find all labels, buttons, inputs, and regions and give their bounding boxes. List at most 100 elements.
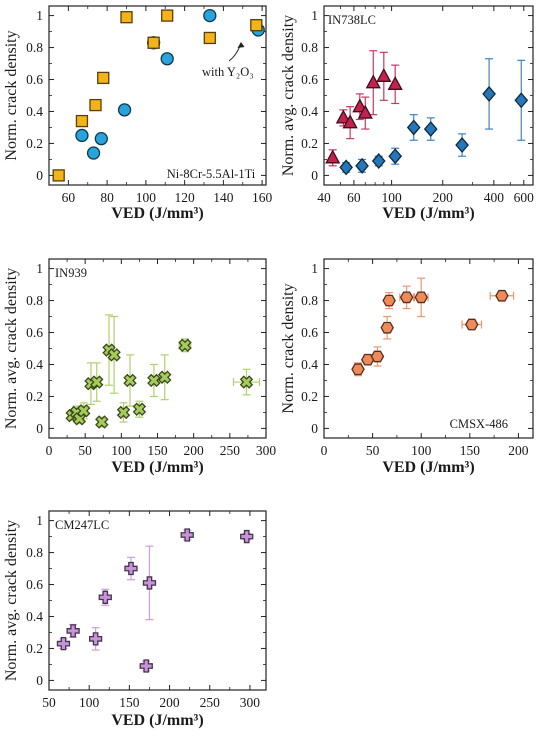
x-axis-label: VED (J/mm³) (382, 205, 474, 222)
data-point (203, 31, 216, 45)
y-tick-label: 0.8 (26, 40, 43, 55)
chart-panel-2: 0 0.2 0.4 0.6 0.8 1 40 60 100 200 400 600 VED (J/mm³… (280, 5, 534, 222)
data-point (139, 659, 153, 673)
annotation-label: IN939 (55, 266, 87, 280)
data-point (89, 98, 102, 112)
data-point (147, 36, 160, 49)
y-axis-label: Norm. avg. crack density (3, 520, 20, 681)
x-tick-label: 120 (175, 190, 196, 205)
y-tick-label: 0.4 (26, 609, 43, 624)
x-tick-label: 50 (78, 443, 92, 458)
annotation-label: Ni-8Cr-5.5Al-1Ti (167, 167, 256, 181)
x-tick-label: 400 (484, 190, 505, 205)
x-tick-label: 0 (321, 443, 328, 458)
y-tick-label: 1 (311, 8, 318, 23)
data-point (116, 405, 131, 420)
y-tick-label: 0.2 (26, 389, 43, 404)
data-point (120, 11, 133, 24)
data-point (107, 348, 121, 362)
data-point (514, 92, 529, 109)
x-tick-label: 300 (256, 443, 277, 458)
data-point (250, 19, 263, 32)
x-tick-label: 150 (460, 443, 481, 458)
series-hexagon (351, 277, 515, 377)
x-tick-label: 80 (100, 190, 114, 205)
data-point (351, 363, 365, 376)
x-axis-label: VED (J/mm³) (111, 712, 203, 729)
x-tick-label: 250 (200, 695, 221, 710)
data-point (142, 576, 157, 590)
data-point (342, 114, 358, 129)
data-point (482, 85, 496, 102)
x-tick-label: 140 (213, 190, 234, 205)
series-plus (56, 528, 254, 673)
y-tick-label: 1 (311, 261, 318, 276)
series-diamond (339, 58, 529, 176)
y-tick-label: 0.4 (301, 104, 318, 119)
data-point (77, 404, 91, 418)
y-tick-label: 0.6 (26, 72, 43, 87)
plot-frame (323, 258, 534, 439)
data-point (86, 146, 101, 160)
data-point (52, 169, 65, 182)
y-axis-label: Norm. avg. crack density (3, 268, 20, 429)
x-tick-label: 100 (79, 695, 100, 710)
data-point (95, 415, 109, 429)
y-tick-label: 0 (311, 168, 318, 183)
data-point (123, 373, 137, 388)
y-tick-label: 0.4 (26, 104, 43, 119)
data-point (355, 157, 369, 174)
x-tick-label: 160 (252, 190, 273, 205)
x-tick-label: 100 (411, 443, 432, 458)
y-tick-label: 0.6 (26, 577, 43, 592)
y-tick-label: 0.4 (26, 357, 43, 372)
data-point (465, 318, 479, 331)
data-point (97, 71, 110, 85)
data-point (382, 294, 396, 307)
arrow-head (237, 42, 245, 48)
data-point (399, 291, 414, 304)
data-point (370, 350, 385, 363)
data-point (414, 291, 428, 304)
y-tick-label: 0.2 (301, 389, 318, 404)
annotation-label: CM247LC (55, 518, 109, 532)
x-tick-label: 100 (136, 190, 157, 205)
y-tick-label: 0.8 (26, 545, 43, 560)
x-tick-label: 100 (111, 443, 132, 458)
data-point (239, 375, 254, 389)
data-point (339, 159, 353, 176)
x-axis-label: VED (J/mm³) (111, 205, 203, 222)
y-tick-label: 0 (36, 673, 43, 688)
data-point (406, 119, 421, 136)
series-square (52, 9, 263, 182)
x-tick-label: 150 (147, 443, 168, 458)
plot-frame (48, 510, 267, 691)
data-point (203, 8, 217, 23)
data-point (325, 149, 341, 164)
data-point (495, 289, 509, 302)
x-tick-label: 300 (240, 695, 261, 710)
x-tick-label: 150 (119, 695, 140, 710)
y-tick-label: 0.2 (301, 136, 318, 151)
y-tick-label: 0.6 (301, 72, 318, 87)
data-point (387, 75, 403, 90)
data-point (94, 132, 108, 146)
data-point (98, 590, 112, 604)
data-point (75, 128, 89, 143)
data-point (161, 9, 174, 22)
data-point (178, 338, 192, 353)
y-tick-label: 1 (36, 8, 43, 23)
data-point (75, 114, 89, 128)
data-point (132, 402, 147, 416)
x-tick-label: 200 (508, 443, 529, 458)
y-tick-label: 0.4 (301, 357, 318, 372)
y-tick-label: 0.2 (26, 136, 43, 151)
y-tick-label: 1 (36, 261, 43, 276)
y-tick-label: 0.2 (26, 641, 43, 656)
x-tick-label: 50 (42, 695, 56, 710)
series-circle (75, 8, 265, 160)
data-point (371, 153, 386, 170)
